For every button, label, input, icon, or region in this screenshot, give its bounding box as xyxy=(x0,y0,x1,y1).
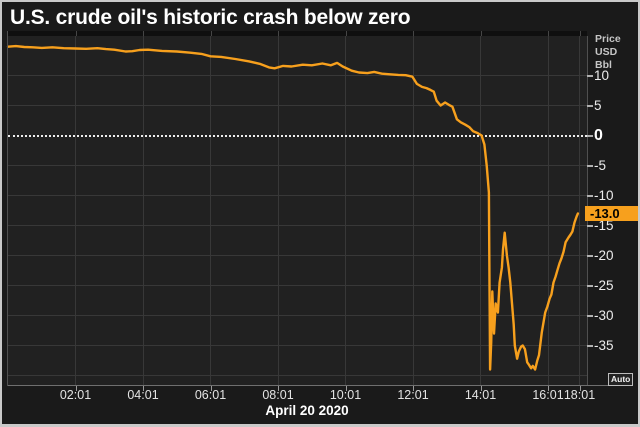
vertical-gridline xyxy=(210,36,211,386)
y-axis-tick xyxy=(587,224,593,227)
y-tick-label: 5 xyxy=(594,97,602,113)
vertical-gridline xyxy=(345,36,346,386)
horizontal-gridline xyxy=(8,225,587,226)
y-tick-label: -5 xyxy=(594,157,607,173)
top-axis-tick xyxy=(548,31,549,36)
top-axis-tick xyxy=(480,31,482,36)
y-tick-label: -20 xyxy=(594,247,614,263)
top-axis-tick xyxy=(579,31,581,36)
unit-bbl: Bbl xyxy=(595,59,612,71)
vertical-gridline xyxy=(75,36,76,386)
auto-scale-button[interactable]: Auto xyxy=(608,373,634,386)
x-tick-label: 04:01 xyxy=(127,388,159,402)
top-axis-tick xyxy=(143,31,144,36)
horizontal-gridline xyxy=(8,375,587,376)
x-axis-line xyxy=(8,385,609,386)
y-axis-tick xyxy=(587,164,593,167)
y-axis-tick xyxy=(587,104,593,107)
horizontal-gridline xyxy=(8,75,587,76)
x-axis-tick xyxy=(143,386,144,391)
x-tick-label: 12:01 xyxy=(397,388,429,402)
horizontal-gridline xyxy=(8,315,587,316)
y-axis-tick xyxy=(587,344,593,347)
x-axis-tick xyxy=(579,386,581,391)
y-tick-label: 10 xyxy=(594,67,610,83)
page-title: U.S. crude oil's historic crash below ze… xyxy=(10,6,411,29)
y-axis-tick xyxy=(587,314,593,317)
x-axis-tick xyxy=(75,386,77,391)
x-axis-tick xyxy=(480,386,482,391)
y-tick-label: -35 xyxy=(594,337,614,353)
horizontal-gridline xyxy=(8,105,587,106)
date-label: April 20 2020 xyxy=(265,403,349,418)
y-tick-label: -10 xyxy=(594,187,614,203)
y-axis-tick xyxy=(587,74,593,77)
top-axis-tick xyxy=(75,31,77,36)
horizontal-gridline xyxy=(8,195,587,196)
vertical-gridline xyxy=(277,36,279,386)
top-axis-band xyxy=(8,31,587,36)
x-tick-label: 06:01 xyxy=(194,388,227,402)
x-tick-label: 16:01 xyxy=(532,388,564,402)
y-axis-tick xyxy=(587,134,593,137)
vertical-gridline xyxy=(547,36,549,386)
vertical-gridline xyxy=(142,36,144,386)
top-axis-tick xyxy=(278,31,279,36)
x-axis-tick xyxy=(548,386,549,391)
x-tick-label: 10:01 xyxy=(329,388,362,402)
unit-price: Price xyxy=(595,33,621,45)
horizontal-gridline xyxy=(8,165,587,166)
y-axis-tick xyxy=(587,254,593,257)
last-price-badge: -13.0 xyxy=(585,206,638,221)
x-tick-label: 02:01 xyxy=(59,388,92,402)
x-tick-label: 08:01 xyxy=(262,388,294,402)
plot-left-edge xyxy=(7,31,8,386)
y-tick-label: -30 xyxy=(594,307,614,323)
x-axis-tick xyxy=(278,386,279,391)
zero-line xyxy=(8,134,587,137)
price-line-chart xyxy=(6,44,580,371)
y-axis-unit-label: Price USD Bbl xyxy=(595,33,621,72)
top-axis-tick xyxy=(413,31,414,36)
y-axis-tick xyxy=(587,284,593,287)
x-axis-tick xyxy=(413,386,414,391)
x-axis-tick xyxy=(345,386,347,391)
horizontal-gridline xyxy=(8,285,587,286)
y-tick-label: -15 xyxy=(594,217,614,233)
x-tick-label: 14:01 xyxy=(464,388,497,402)
price-line xyxy=(6,44,580,371)
x-axis-tick xyxy=(210,386,212,391)
y-axis-tick xyxy=(587,194,593,197)
horizontal-gridline xyxy=(8,255,587,256)
top-axis-tick xyxy=(345,31,347,36)
unit-usd: USD xyxy=(595,46,618,58)
y-tick-label: 0 xyxy=(594,126,603,144)
top-axis-tick xyxy=(210,31,212,36)
y-tick-label: -25 xyxy=(594,277,614,293)
vertical-gridline xyxy=(412,36,414,386)
horizontal-gridline xyxy=(8,345,587,346)
plot-area[interactable] xyxy=(6,36,587,386)
vertical-gridline xyxy=(579,36,580,386)
vertical-gridline xyxy=(480,36,481,386)
x-tick-label: 18:01 xyxy=(563,388,596,402)
